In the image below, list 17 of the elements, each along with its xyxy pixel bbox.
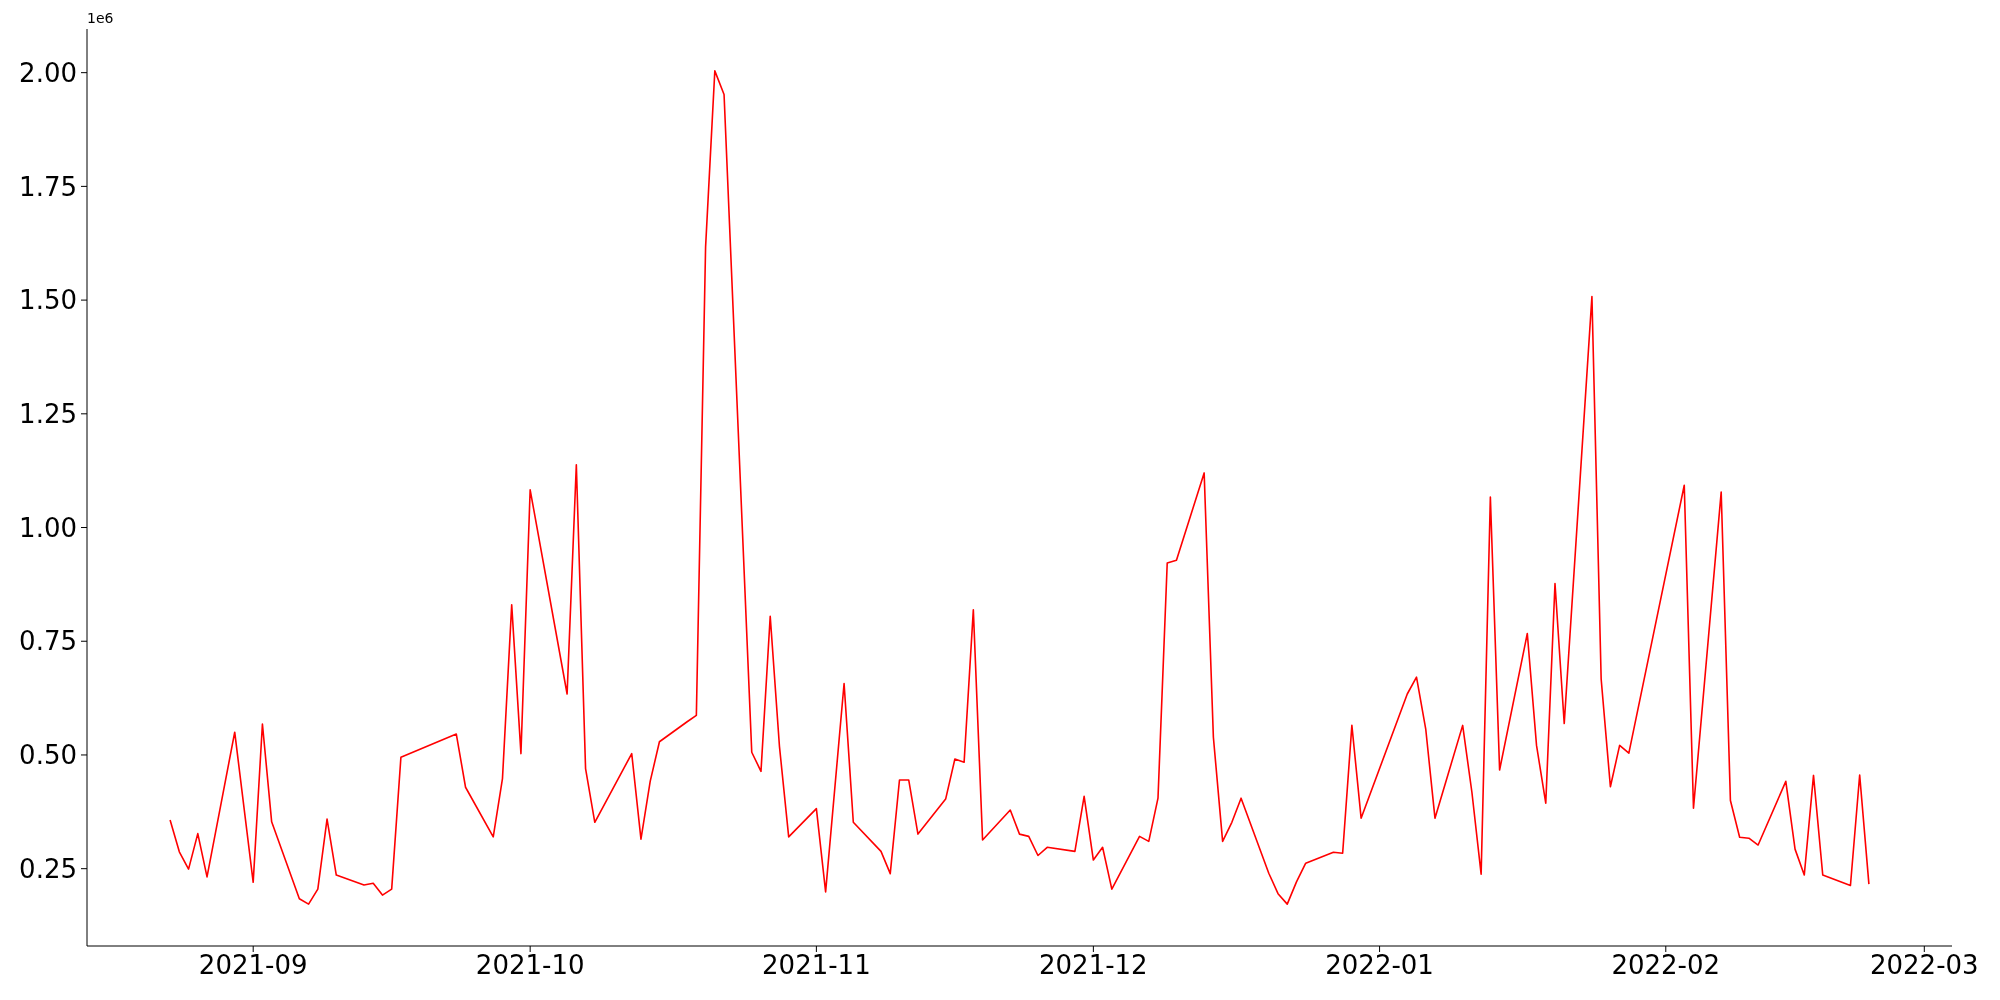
text: 1e6 [87,10,114,26]
y-tick-label: 0.50 [19,740,77,771]
x-tick-label: 2021-12 [1039,950,1148,981]
y-tick-label: 1.00 [19,512,77,543]
line-series [169,70,1870,905]
x-tick-label: 2021-10 [475,950,585,981]
x-tick-label: 2021-09 [198,950,308,981]
y-tick-label: 1.75 [19,171,77,202]
x-tick-label: 2022-01 [1325,950,1434,981]
y-tick-label: 2.00 [19,57,77,88]
y-tick-label: 1.50 [19,285,77,316]
x-tick-label: 2022-02 [1611,950,1721,981]
x-tick-label: 2021-11 [762,950,871,981]
y-tick-label: 0.25 [19,853,77,884]
y-tick-label: 1.25 [19,399,77,430]
y-tick-label: 0.75 [19,626,77,657]
x-tick-label: 2022-03 [1869,950,1979,981]
